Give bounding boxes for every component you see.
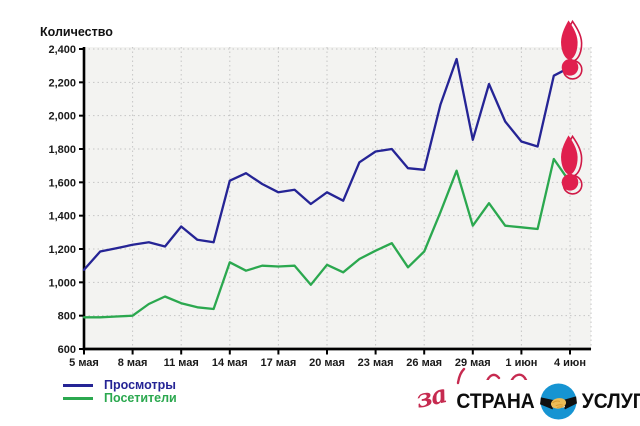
legend-item-visitors: Посетители bbox=[63, 392, 177, 405]
y-axis-label: 2,200 bbox=[48, 77, 76, 89]
handshake-icon bbox=[540, 383, 578, 420]
y-axis-label: 800 bbox=[58, 311, 76, 323]
x-axis-label: 17 мая bbox=[260, 357, 296, 369]
y-axis-label: 600 bbox=[58, 344, 76, 356]
x-axis-label: 26 мая bbox=[406, 357, 442, 369]
y-axis-label: 1,800 bbox=[48, 144, 76, 156]
y-axis-label: 1,200 bbox=[48, 244, 76, 256]
x-axis-label: 20 мая bbox=[309, 357, 345, 369]
visitors-line-swatch bbox=[63, 397, 93, 400]
end-marker-exclamation bbox=[561, 19, 583, 80]
x-axis-label: 4 июн bbox=[554, 357, 586, 369]
legend-label-views: Просмотры bbox=[104, 378, 176, 392]
x-axis-label: 29 мая bbox=[455, 357, 491, 369]
views-line bbox=[82, 57, 572, 271]
logo-text-left: СТРАНА bbox=[456, 389, 535, 413]
end-marker-exclamation bbox=[561, 134, 583, 195]
legend-label-visitors: Посетители bbox=[104, 391, 177, 405]
y-axis-label: 1,600 bbox=[48, 177, 76, 189]
y-axis-label: 1,000 bbox=[48, 277, 76, 289]
chart-legend: Просмотры Посетители bbox=[63, 379, 177, 405]
strana-uslug-watermark: СТРАНА УСЛУГ bbox=[456, 380, 640, 423]
y-axis-label: 2,000 bbox=[48, 111, 76, 123]
x-axis-label: 23 мая bbox=[358, 357, 394, 369]
x-axis-label: 8 мая bbox=[118, 357, 148, 369]
logo-text-right: УСЛУГ bbox=[582, 389, 640, 413]
y-axis-label: 1,400 bbox=[48, 211, 76, 223]
x-axis-label: 1 июн bbox=[505, 357, 537, 369]
x-axis-label: 11 мая bbox=[164, 357, 199, 369]
x-axis-label: 5 мая bbox=[69, 357, 99, 369]
y-axis-label: 2,400 bbox=[48, 44, 76, 56]
x-axis-label: 14 мая bbox=[212, 357, 248, 369]
legend-item-views: Просмотры bbox=[63, 379, 177, 392]
chart-title: Количество bbox=[40, 25, 113, 39]
visitors-line bbox=[82, 157, 572, 319]
views-line-swatch bbox=[63, 384, 93, 387]
watermark-script-text: за bbox=[413, 379, 449, 414]
